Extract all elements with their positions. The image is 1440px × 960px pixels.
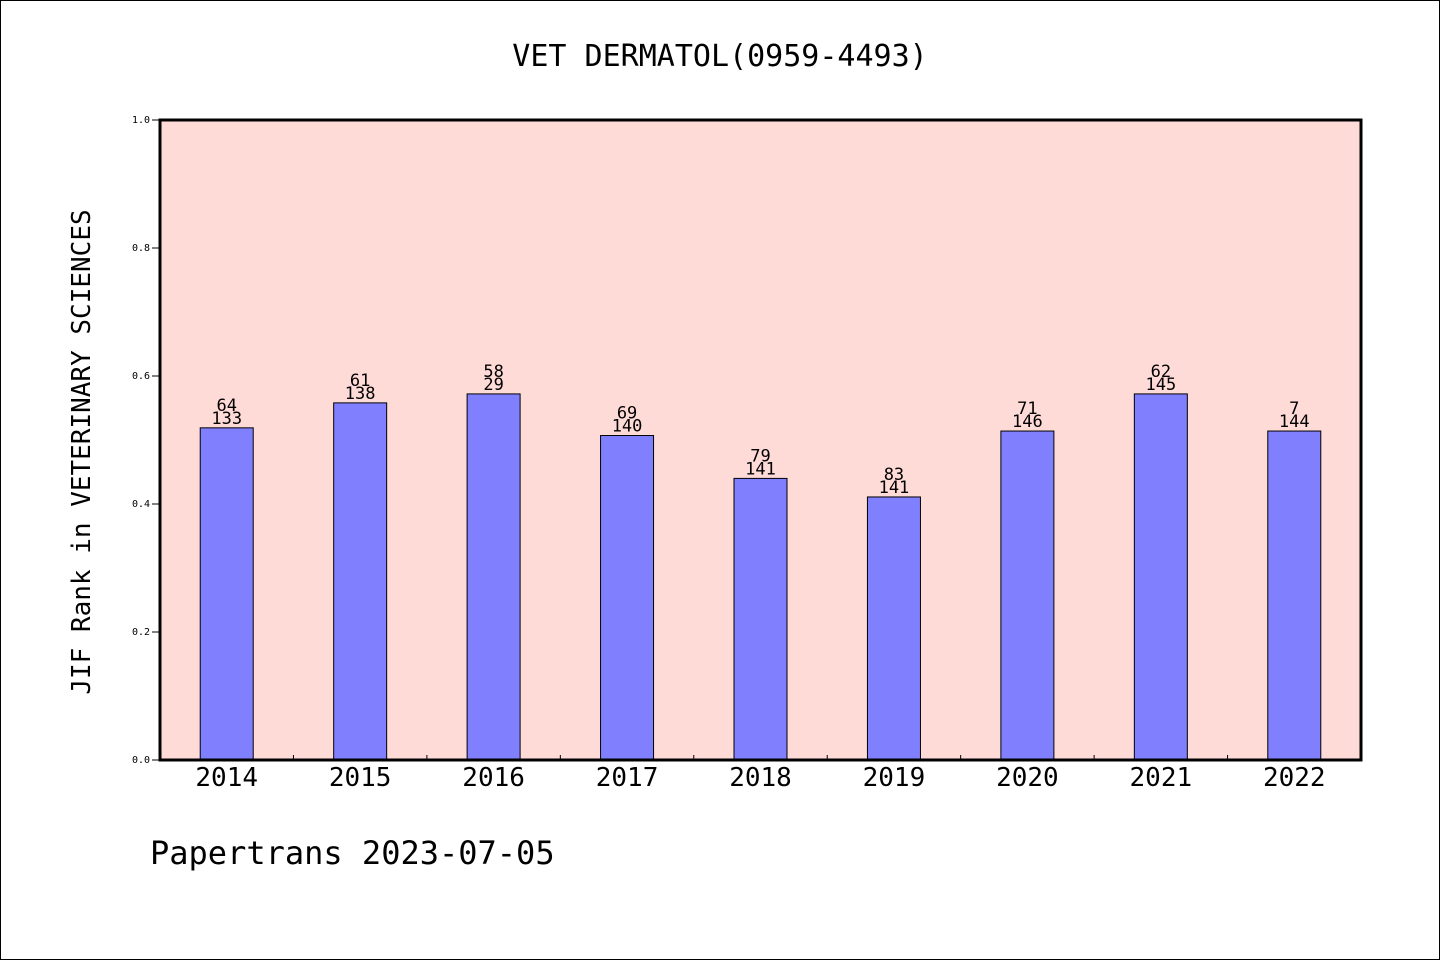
x-tick-label: 2022 [1263,763,1326,793]
x-tick-label: 2015 [329,763,392,793]
bar-total-label: 133 [211,409,242,429]
y-tick-label: 0.2 [132,627,150,638]
bar-2016 [466,393,521,761]
bar-total-label: 141 [879,478,910,498]
bar-2015 [333,402,388,761]
bars-group [199,393,1322,761]
x-tick-label: 2014 [195,763,258,793]
bar-2017 [600,435,655,761]
bar-rank-label: 7 [1289,399,1299,419]
bar-2019 [866,496,921,761]
bar-rank-label: 83 [884,465,904,485]
bar-rank-label: 61 [350,371,370,391]
bar-rank-label: 62 [1151,362,1171,382]
footer-credit: Papertrans 2023-07-05 [150,834,555,872]
x-tick-label: 2016 [462,763,525,793]
bar-2020 [1000,430,1055,761]
bar-2014 [199,427,254,761]
bar-total-label: 140 [612,417,643,437]
bar-2018 [733,477,788,761]
bar-rank-label: 69 [617,404,637,424]
bar-total-label: 141 [745,459,776,479]
bar-total-label: 145 [1145,375,1176,395]
bar-2022 [1267,430,1322,761]
y-tick-label: 0.4 [132,499,150,510]
bar-total-label: 146 [1012,412,1043,432]
bar-total-label: 138 [345,384,376,404]
x-tick-label: 2020 [996,763,1059,793]
x-tick-label: 2018 [729,763,792,793]
y-tick-label: 0.8 [132,243,150,254]
chart-title: VET DERMATOL(0959-4493) [512,39,927,74]
y-axis-label: JIF Rank in VETERINARY SCIENCES [67,209,97,694]
plot-border [158,118,1363,762]
y-tick-label: 1.0 [132,115,150,126]
bar-total-label: 29 [483,375,503,395]
x-tick-label: 2017 [596,763,659,793]
bar-2021 [1133,393,1188,761]
x-axis: 2014 2015 2016 2017 2018 2019 2020 2021 2022 [195,755,1326,793]
bar-rank-label: 71 [1017,399,1037,419]
x-tick-label: 2019 [863,763,926,793]
y-axis: 0.0 0.2 0.4 0.6 0.8 1.0 [132,115,160,766]
y-tick-label: 0.6 [132,371,150,382]
bar-rank-label: 58 [483,362,503,382]
x-tick-label: 2021 [1130,763,1193,793]
bar-rank-label: 79 [750,446,770,466]
y-tick-label: 0.0 [132,755,150,766]
bar-rank-label: 64 [216,396,236,416]
bar-total-label: 144 [1279,412,1310,432]
